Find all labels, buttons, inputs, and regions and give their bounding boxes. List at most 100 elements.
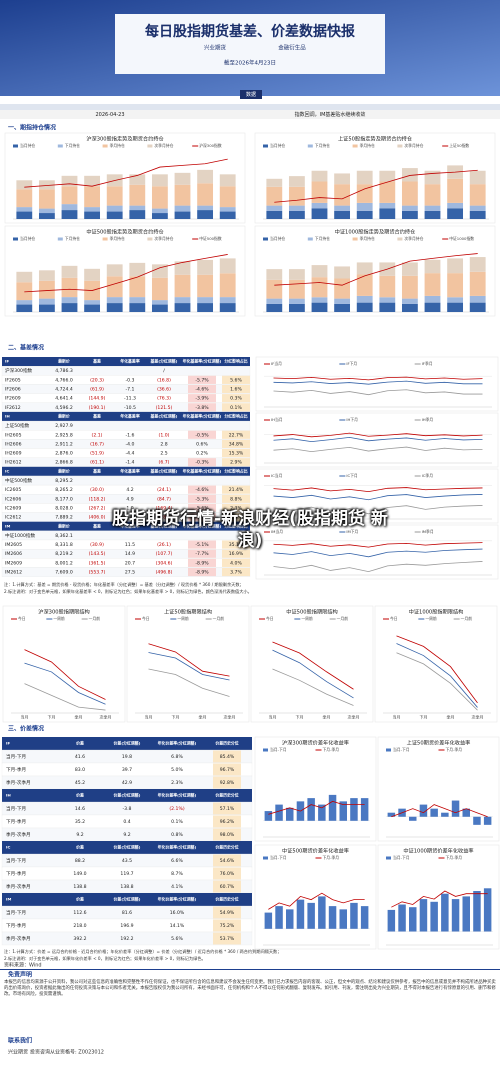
bar: [151, 186, 168, 209]
bar: [129, 174, 146, 185]
bar: [311, 265, 328, 278]
table-cell: 34.8%: [229, 441, 244, 447]
line: [273, 487, 483, 493]
bar: [318, 896, 326, 929]
table-cell: 季月-次季月: [6, 779, 31, 786]
chart-frame: [377, 736, 500, 842]
legend-label: IC当月: [271, 473, 283, 478]
table-cell: 0.6%: [196, 441, 208, 447]
cell-highlight: [188, 558, 216, 567]
bar: [401, 275, 418, 299]
bar: [356, 295, 373, 303]
cell-highlight: [213, 750, 241, 763]
table-cell: 138.8: [73, 884, 86, 890]
table-cell: 8,219.2: [55, 551, 73, 557]
table-cell: 392.2: [73, 936, 86, 942]
bar: [197, 205, 214, 211]
table-cell: 218.0: [73, 923, 86, 929]
legend-label: 一月前: [89, 616, 101, 621]
legend-label: 下月-季月: [323, 855, 340, 860]
bar: [174, 205, 191, 212]
bar: [311, 202, 328, 209]
bar: [334, 278, 351, 299]
chart-title: 中证500期货价差年化收益率: [282, 847, 349, 855]
column-header: 价差历史分位: [215, 741, 238, 746]
table-cell: (76.3): [157, 396, 171, 402]
legend-label: 一周前: [425, 616, 437, 621]
bar: [419, 899, 428, 932]
table-cell: 54.6%: [220, 858, 235, 864]
table-cell: 下月-季月: [6, 818, 26, 825]
table-cell: -4.6%: [195, 387, 209, 393]
bar: [38, 189, 55, 209]
table-cell: -8.9%: [195, 570, 209, 576]
cell-highlight: [188, 485, 216, 494]
bar: [197, 297, 214, 304]
report-title: 每日股指期货基差、价差数据快报: [145, 23, 355, 40]
table-cell: 0.1%: [230, 405, 242, 411]
table-cell: -4.4: [126, 451, 135, 457]
cell-highlight: [213, 932, 241, 945]
column-header: IC: [6, 845, 10, 850]
bar: [174, 184, 191, 206]
bar: [38, 213, 55, 219]
table-cell: 112.6: [73, 910, 86, 916]
table-cell: (61.1): [90, 460, 104, 466]
legend-swatch: [397, 144, 403, 148]
bar: [328, 794, 337, 821]
table-cell: IH2606: [5, 441, 22, 447]
legend-swatch: [263, 144, 268, 148]
column-header: 最新价: [58, 413, 70, 418]
legend-label: IF下月: [346, 361, 357, 366]
legend-label: IH季月: [422, 417, 434, 422]
bar: [334, 184, 351, 206]
bar: [447, 208, 464, 219]
table-cell: (143.5): [89, 551, 106, 557]
bar: [469, 184, 486, 206]
column-header: 年化价差率(分红调整): [158, 897, 197, 902]
table-cell: 7,889.2: [55, 515, 73, 521]
bar: [84, 304, 101, 312]
table-cell: 2.5: [160, 451, 167, 457]
bar: [288, 303, 305, 312]
bar: [296, 899, 305, 929]
bar: [174, 172, 191, 185]
bar: [469, 257, 486, 272]
table-cell: 4,724.4: [55, 387, 73, 393]
cell-highlight: [188, 430, 216, 439]
bar: [174, 297, 191, 304]
column-header: 年化价差率(分红调整): [158, 845, 197, 850]
table-cell: -3.8%: [195, 405, 209, 411]
column-header: 年化价差率(分红调整): [158, 793, 197, 798]
table-cell: 2,925.8: [55, 432, 73, 438]
bar: [219, 211, 236, 219]
table-cell: -6.0%: [195, 515, 209, 521]
bar: [401, 298, 418, 304]
table-cell: (361.5): [89, 560, 106, 566]
bar: [401, 303, 418, 312]
bar: [447, 273, 464, 298]
table-cell: 4,786.3: [55, 368, 73, 374]
table-cell: -8.9%: [195, 560, 209, 566]
line: [273, 446, 483, 453]
legend-label: 下月持仓: [315, 143, 330, 148]
bar: [451, 899, 460, 932]
table-cell: (118.2): [89, 496, 106, 502]
bar: [424, 184, 441, 206]
legend-label: IC下月: [346, 473, 358, 478]
table-cell: 53.7%: [220, 936, 235, 942]
bar: [447, 178, 464, 203]
table-cell: -7.1: [126, 387, 135, 393]
bar: [266, 178, 283, 187]
bar: [84, 300, 101, 305]
table-header: [2, 893, 252, 906]
legend-label: 下月-季月: [323, 747, 340, 752]
cell-highlight: [213, 919, 241, 932]
bar: [288, 176, 305, 187]
cell-highlight: [213, 867, 241, 880]
line: [24, 649, 106, 700]
cell-highlight: [188, 384, 216, 394]
table-cell: 中证500指数: [5, 477, 33, 484]
legend-label: 下月持仓: [65, 236, 80, 241]
table-cell: 2,876.0: [55, 451, 73, 457]
